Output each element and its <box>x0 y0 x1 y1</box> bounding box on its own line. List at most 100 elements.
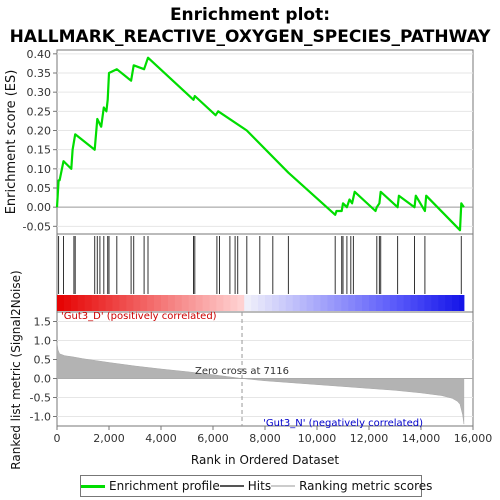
color-bar-segment <box>410 295 419 311</box>
color-bar-segment <box>389 295 398 311</box>
es-y-tick-label: 0.30 <box>27 86 52 99</box>
color-bar-segment <box>84 295 93 311</box>
color-bar-segment <box>70 295 79 311</box>
metric-area-fill <box>56 342 465 425</box>
color-bar-segment <box>320 295 328 311</box>
metric-y-tick-label: -1.0 <box>30 411 51 424</box>
color-bar-segment <box>119 295 127 311</box>
color-bar-segment <box>382 295 391 311</box>
color-bar-segment <box>438 295 446 311</box>
color-bar-segment <box>348 295 356 311</box>
color-bar-segment <box>431 295 439 311</box>
color-bar-segment <box>98 295 107 311</box>
color-bar-segment <box>258 295 266 311</box>
color-bar-segment <box>445 295 453 311</box>
color-bar-segment <box>209 295 217 311</box>
es-y-tick-label: -0.05 <box>23 220 51 233</box>
legend-swatch-metric-line <box>271 485 296 487</box>
color-bar-segment <box>313 295 321 311</box>
color-bar-segment <box>396 295 405 311</box>
es-y-ticks: 0.40 0.35 0.30 0.25 0.20 0.15 0.10 0.05 0.00 -0.0… <box>23 48 57 233</box>
x-tick-label: 16,000 <box>454 432 493 445</box>
color-bar-segment <box>195 295 204 311</box>
positive-correlation-label: 'Gut3_D' (positively correlated) <box>61 311 217 322</box>
plot-title-line2: HALLMARK_REACTIVE_OXYGEN_SPECIES_PATHWAY <box>10 27 492 47</box>
metric-y-tick-label: 0.0 <box>34 373 52 386</box>
es-y-tick-label: 0.25 <box>27 105 52 118</box>
metric-y-tick-label: 0.5 <box>34 354 52 367</box>
color-bar-segment <box>133 295 141 311</box>
legend-swatch-hits-line <box>219 485 244 487</box>
x-tick-label: 0 <box>54 432 61 445</box>
color-bar-segment <box>452 295 460 311</box>
color-bar-segment <box>223 295 231 311</box>
x-axis-ticks: 0 2,000 4,000 6,000 8,000 10,000 12,000 14,000 1… <box>54 426 493 445</box>
x-axis-label: Rank in Ordered Dataset <box>191 453 339 467</box>
color-bar-segment <box>362 295 370 311</box>
legend-label-metric: Ranking metric scores <box>299 479 433 493</box>
es-y-tick-label: 0.05 <box>27 182 52 195</box>
color-bar-segment <box>174 295 183 311</box>
metric-y-tick-label: -0.5 <box>30 392 51 405</box>
x-tick-label: 8,000 <box>249 432 281 445</box>
color-bar-segment <box>154 295 162 311</box>
legend-swatch-green-line <box>81 484 105 488</box>
color-bar-segment <box>306 295 315 311</box>
color-bar-segment <box>244 295 252 311</box>
color-bar-segment <box>417 295 425 311</box>
color-bar-segment <box>292 295 301 311</box>
es-enrichment-profile <box>55 56 465 232</box>
es-y-tick-label: 0.10 <box>27 163 52 176</box>
x-tick-label: 6,000 <box>197 432 229 445</box>
legend-label-hits: Hits <box>247 479 272 493</box>
hit-markers <box>58 236 462 294</box>
color-bar-segment <box>57 295 65 311</box>
es-y-tick-label: 0.35 <box>27 67 52 80</box>
color-bar-segment <box>216 295 224 311</box>
metric-area <box>56 312 465 426</box>
color-bar-segment <box>77 295 86 311</box>
legend-item-hits: Hits <box>219 479 272 493</box>
color-bar-segment <box>188 295 197 311</box>
color-bar-segment <box>459 295 465 311</box>
es-y-axis-label: Enrichment score (ES) <box>4 70 19 215</box>
color-bar-segment <box>126 295 134 311</box>
es-y-tick-label: 0.40 <box>27 48 52 61</box>
color-bar-segment <box>424 295 432 311</box>
x-tick-label: 12,000 <box>350 432 389 445</box>
color-bar-segment <box>341 295 349 311</box>
color-bar-segment <box>251 295 259 311</box>
color-bar-segment <box>237 295 245 311</box>
color-bar-segment <box>285 295 294 311</box>
rank-color-bar <box>57 295 465 311</box>
es-y-tick-label: 0.15 <box>27 144 52 157</box>
metric-y-tick-label: 1.0 <box>34 335 52 348</box>
legend-item-metric: Ranking metric scores <box>271 479 432 493</box>
color-bar-segment <box>265 295 273 311</box>
x-tick-label: 4,000 <box>145 432 177 445</box>
x-tick-label: 10,000 <box>298 432 337 445</box>
color-bar-segment <box>230 295 238 311</box>
es-panel-frame <box>56 49 474 235</box>
color-bar-segment <box>181 295 190 311</box>
metric-y-ticks: 1.5 1.0 0.5 0.0 -0.5 -1.0 <box>30 316 57 424</box>
color-bar-segment <box>375 295 384 311</box>
color-bar-segment <box>369 295 377 311</box>
color-bar-segment <box>91 295 100 311</box>
color-bar-segment <box>147 295 155 311</box>
negative-correlation-label: 'Gut3_N' (negatively correlated) <box>263 418 423 429</box>
color-bar-segment <box>278 295 287 311</box>
legend-item-enrichment: Enrichment profile <box>81 479 220 493</box>
plot-title-line1: Enrichment plot: <box>170 5 330 25</box>
color-bar-segment <box>403 295 412 311</box>
x-tick-label: 2,000 <box>93 432 125 445</box>
color-bar-segment <box>112 295 120 311</box>
legend-label-enrichment: Enrichment profile <box>109 479 220 493</box>
color-bar-segment <box>167 295 176 311</box>
metric-y-axis-label: Ranked list metric (Signal2Noise) <box>9 270 23 469</box>
color-bar-segment <box>105 295 113 311</box>
zero-cross-label: Zero cross at 7116 <box>195 366 289 377</box>
color-bar-segment <box>161 295 169 311</box>
color-bar-segment <box>334 295 342 311</box>
